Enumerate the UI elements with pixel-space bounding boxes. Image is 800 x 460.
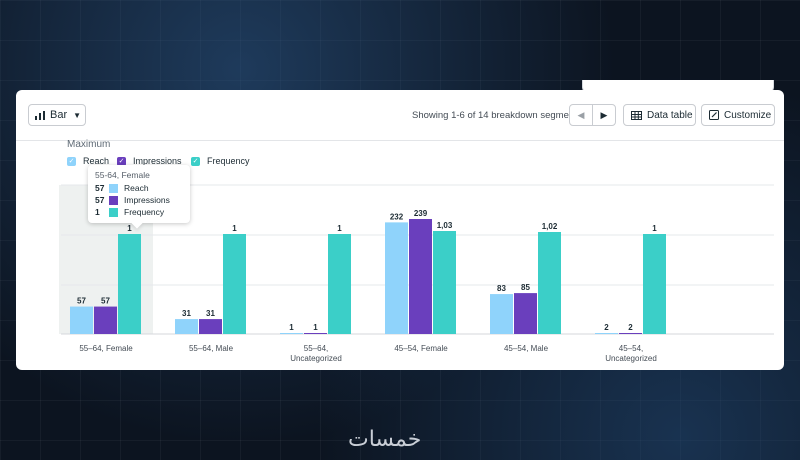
bar-impressions	[514, 293, 537, 334]
category-tick-label: 45–54,	[619, 344, 643, 353]
bar-reach	[595, 333, 618, 334]
data-label: 83	[497, 284, 506, 293]
bar-reach	[175, 319, 198, 334]
category-tick-label: Uncategorized	[290, 354, 342, 363]
legend-item-impressions[interactable]: ✓ Impressions	[117, 156, 182, 166]
bar-impressions	[199, 319, 222, 334]
data-label: 1,03	[437, 221, 453, 230]
data-label: 57	[77, 297, 86, 306]
legend-label-frequency: Frequency	[207, 156, 250, 166]
tooltip-title: 55-64, Female	[95, 170, 150, 180]
data-label: 1	[313, 323, 318, 332]
tooltip-swatch	[109, 207, 118, 217]
tooltip-row-frequency: 1 Frequency	[95, 207, 164, 217]
watermark-logo: خمسات	[348, 427, 422, 452]
checkbox-checked-icon[interactable]: ✓	[191, 156, 200, 166]
data-label: 1	[652, 224, 657, 233]
legend-title: Maximum	[67, 139, 111, 150]
category-tick-label: 55–64, Female	[79, 344, 133, 353]
data-label: 239	[414, 209, 428, 218]
checkbox-checked-icon[interactable]: ✓	[117, 156, 126, 166]
segments-status: Showing 1-6 of 14 breakdown segments	[412, 110, 582, 121]
category-tick-label: 55–64, Male	[189, 344, 234, 353]
data-label: 232	[390, 212, 404, 221]
tooltip-swatch	[109, 183, 118, 193]
bar-frequency	[433, 231, 456, 334]
tooltip-value: 57	[95, 195, 105, 205]
bar-chart-icon	[35, 110, 45, 120]
data-label: 2	[604, 323, 609, 332]
data-label: 85	[521, 283, 530, 292]
category-tick-label: 45–54, Female	[394, 344, 448, 353]
chart-type-label: Bar	[50, 109, 68, 121]
bar-frequency	[118, 234, 141, 334]
bar-reach	[70, 306, 93, 334]
legend-label-impressions: Impressions	[133, 156, 182, 166]
chart-tooltip: 55-64, Female 57 Reach 57 Impressions 1 …	[88, 165, 190, 229]
legend-item-reach[interactable]: ✓ Reach	[67, 156, 109, 166]
tooltip-swatch	[109, 195, 118, 205]
customize-button[interactable]: Customize	[701, 104, 775, 126]
chart-type-dropdown[interactable]: Bar ▼	[28, 104, 86, 126]
tooltip-row-impressions: 57 Impressions	[95, 195, 170, 205]
data-label: 31	[182, 309, 191, 318]
data-label: 57	[101, 297, 110, 306]
legend-item-frequency[interactable]: ✓ Frequency	[191, 156, 250, 166]
bar-reach	[385, 222, 408, 334]
tooltip-row-reach: 57 Reach	[95, 183, 149, 193]
bar-frequency	[643, 234, 666, 334]
bar-frequency	[223, 234, 246, 334]
bar-impressions	[94, 306, 117, 334]
tooltip-label: Reach	[124, 183, 149, 193]
data-label: 2	[628, 323, 633, 332]
category-tick-label: 55–64,	[304, 344, 328, 353]
previous-page-button[interactable]: ◀	[569, 104, 593, 126]
bar-impressions	[409, 219, 432, 334]
category-tick-label: 45–54, Male	[504, 344, 549, 353]
bar-frequency	[328, 234, 351, 334]
chevron-left-icon: ◀	[577, 109, 585, 120]
tooltip-label: Frequency	[124, 207, 165, 217]
next-page-button[interactable]: ▶	[592, 104, 616, 126]
data-label: 1	[127, 224, 132, 233]
customize-label: Customize	[724, 109, 772, 121]
data-label: 31	[206, 309, 215, 318]
customize-icon	[709, 110, 719, 120]
tooltip-value: 1	[95, 207, 100, 217]
chart-panel: Bar ▼ Showing 1-6 of 14 breakdown segmen…	[16, 90, 784, 370]
bar-impressions	[619, 333, 642, 334]
data-table-button[interactable]: Data table	[623, 104, 696, 126]
chevron-right-icon: ▶	[600, 109, 608, 120]
tooltip-label: Impressions	[124, 195, 170, 205]
bar-impressions	[304, 333, 327, 334]
category-tick-label: Uncategorized	[605, 354, 657, 363]
data-label: 1,02	[542, 222, 558, 231]
data-label: 1	[232, 224, 237, 233]
bar-chart: 57 57 1 55–64, Female 31 31 1 55–64, Male 1 1 1 55–…	[59, 184, 774, 363]
data-table-label: Data table	[647, 109, 693, 121]
toolbar: Bar ▼ Showing 1-6 of 14 breakdown segmen…	[16, 90, 784, 141]
legend-label-reach: Reach	[83, 156, 110, 166]
bar-reach	[280, 333, 303, 334]
tooltip-value: 57	[95, 183, 105, 193]
bar-frequency	[538, 232, 561, 334]
table-icon	[631, 110, 642, 120]
bar-reach	[490, 294, 513, 334]
data-label: 1	[289, 323, 294, 332]
checkbox-checked-icon[interactable]: ✓	[67, 156, 76, 166]
data-label: 1	[337, 224, 342, 233]
caret-down-icon: ▼	[73, 110, 82, 120]
